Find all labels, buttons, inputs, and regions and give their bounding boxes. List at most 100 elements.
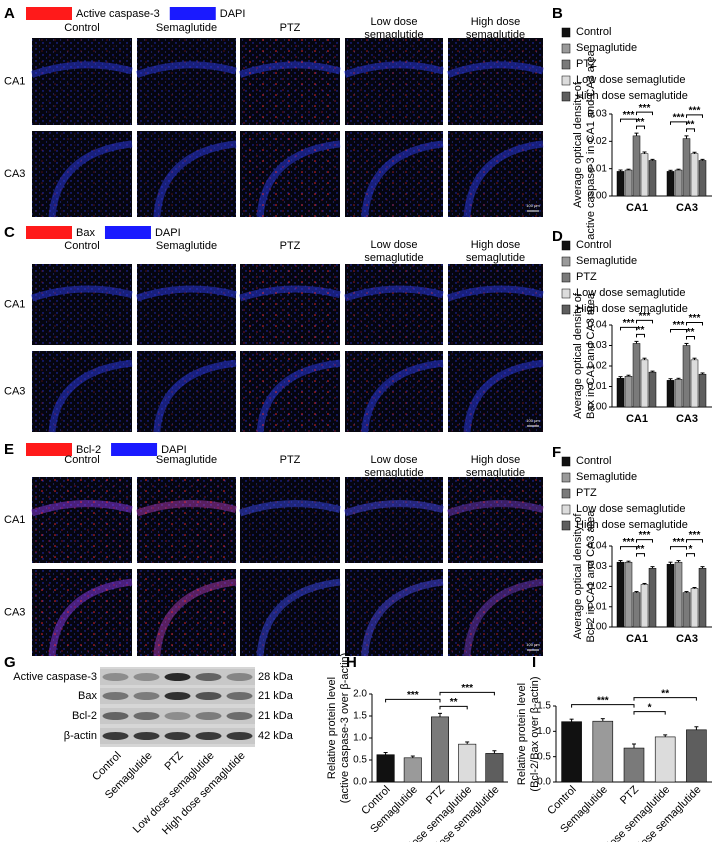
legend-swatch [26, 7, 72, 20]
panel-letter: G [4, 654, 16, 671]
significance-label: *** [639, 103, 651, 114]
significance-bracket [636, 111, 653, 116]
scale-bar-label: 100 μm [526, 642, 540, 647]
blot-band [164, 692, 191, 700]
red-signal [345, 264, 443, 345]
column-header: Semaglutide [156, 454, 217, 466]
red-signal [240, 477, 340, 563]
error-bar [700, 372, 705, 375]
bar [376, 754, 395, 783]
bar [640, 153, 649, 197]
column-header-line: Control [64, 22, 99, 34]
bar [674, 169, 683, 197]
error-bar [618, 376, 623, 379]
bar [682, 345, 691, 408]
blot-band [226, 673, 253, 681]
bar [648, 568, 657, 628]
legend-swatch [169, 7, 216, 20]
x-tick-label: PTZ [618, 783, 641, 806]
legend-label: DAPI [161, 444, 187, 456]
error-bar [650, 370, 655, 373]
legend-label: Active caspase-3 [76, 8, 160, 20]
bar [648, 371, 657, 408]
blot-band [226, 692, 253, 700]
significance-bracket [686, 553, 695, 557]
legend-label: DAPI [220, 8, 246, 20]
panel-letter: I [532, 654, 536, 671]
error-bar [692, 587, 697, 589]
significance-label: *** [673, 113, 685, 124]
blot-strip [100, 708, 255, 724]
y-tick-label: 1.0 [537, 726, 551, 737]
column-header-line: Low dose [370, 16, 417, 28]
legend-swatch [26, 443, 72, 456]
panel-letter: F [552, 444, 561, 461]
significance-bracket [636, 539, 653, 543]
error-bar [668, 561, 673, 565]
significance-bracket [636, 125, 645, 130]
column-header-line: Control [64, 240, 99, 252]
bar [561, 721, 582, 783]
panel-letter: H [346, 654, 357, 671]
error-bar [642, 151, 647, 154]
column-header: PTZ [280, 22, 301, 34]
significance-label: *** [639, 530, 651, 541]
legend-swatch [561, 472, 571, 483]
legend-swatch [111, 443, 158, 456]
row-label: CA1 [4, 75, 25, 87]
column-header: Control [64, 240, 99, 252]
significance-label: *** [689, 530, 701, 541]
column-header: Low dose semaglutide [364, 454, 423, 479]
error-bar [642, 582, 647, 585]
error-bar [383, 752, 388, 755]
legend-label: High dose semaglutide [576, 90, 688, 102]
bar [690, 153, 699, 197]
red-signal [345, 131, 443, 217]
red-signal [137, 569, 236, 656]
column-header: PTZ [280, 454, 301, 466]
error-bar [410, 755, 415, 758]
y-tick-label: 0.01 [588, 601, 608, 612]
bar [690, 588, 699, 628]
bar [698, 568, 707, 628]
error-bar [676, 168, 681, 171]
bar [648, 160, 657, 197]
legend-label: Control [576, 26, 611, 38]
red-signal [32, 569, 132, 656]
size-label: 28 kDa [258, 671, 294, 683]
size-label: 21 kDa [258, 710, 294, 722]
legend-swatch [561, 240, 571, 251]
y-axis-label: Average optical density of [572, 513, 584, 640]
bar [632, 343, 641, 408]
bar [674, 379, 683, 408]
significance-label: *** [461, 683, 473, 694]
y-tick-label: 0.02 [588, 136, 608, 147]
blot-band [164, 732, 191, 740]
significance-bracket [686, 539, 703, 543]
protein-label: Active caspase-3 [13, 671, 97, 683]
size-label: 42 kDa [258, 730, 294, 742]
red-signal [345, 477, 443, 563]
x-tick-label: CA1 [626, 633, 648, 645]
y-tick-label: 0.01 [588, 381, 608, 392]
significance-label: * [689, 544, 693, 555]
legend-swatch [561, 488, 571, 499]
error-bar [634, 340, 639, 344]
row-label: CA3 [4, 385, 25, 397]
bar [682, 138, 691, 197]
red-signal [240, 38, 340, 125]
column-header-line: Semaglutide [156, 22, 217, 34]
panel-letter: A [4, 5, 15, 22]
column-header-line: Semaglutide [156, 454, 217, 466]
significance-label: *** [623, 318, 635, 329]
legend-label: DAPI [155, 227, 181, 239]
legend-label: High dose semaglutide [576, 303, 688, 315]
red-signal [240, 264, 340, 345]
y-axis-label: Average optical density of [572, 292, 584, 419]
error-bar [700, 566, 705, 569]
significance-bracket [670, 546, 687, 550]
y-axis-label: Bcl-2 in CA1 and CA3 area [585, 510, 597, 643]
column-header: Semaglutide [156, 240, 217, 252]
column-header: High dose semaglutide [466, 454, 525, 479]
bar [624, 376, 633, 408]
